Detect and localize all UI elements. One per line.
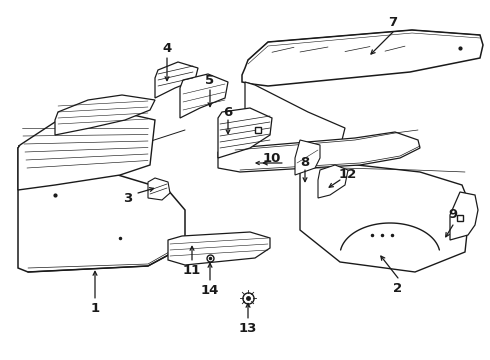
Polygon shape xyxy=(218,132,420,172)
Polygon shape xyxy=(18,148,185,272)
Text: 4: 4 xyxy=(162,41,171,54)
Text: 8: 8 xyxy=(300,156,310,168)
Polygon shape xyxy=(295,140,320,175)
Polygon shape xyxy=(55,95,155,135)
Text: 5: 5 xyxy=(205,73,215,86)
Polygon shape xyxy=(218,108,272,158)
Text: 12: 12 xyxy=(339,168,357,181)
Polygon shape xyxy=(168,232,270,265)
Text: 9: 9 xyxy=(448,208,458,221)
Text: 14: 14 xyxy=(201,284,219,297)
Text: 3: 3 xyxy=(123,192,133,204)
Text: 7: 7 xyxy=(389,15,397,28)
Polygon shape xyxy=(155,62,198,98)
Text: 6: 6 xyxy=(223,105,233,118)
Text: 2: 2 xyxy=(393,282,403,294)
Polygon shape xyxy=(300,162,470,272)
Polygon shape xyxy=(318,165,348,198)
Text: 10: 10 xyxy=(263,152,281,165)
Polygon shape xyxy=(242,30,483,86)
Polygon shape xyxy=(180,74,228,118)
Text: 1: 1 xyxy=(91,302,99,315)
Text: 13: 13 xyxy=(239,321,257,334)
Text: 11: 11 xyxy=(183,264,201,276)
Polygon shape xyxy=(18,112,155,190)
Polygon shape xyxy=(148,178,170,200)
Polygon shape xyxy=(245,82,345,158)
Polygon shape xyxy=(450,192,478,240)
